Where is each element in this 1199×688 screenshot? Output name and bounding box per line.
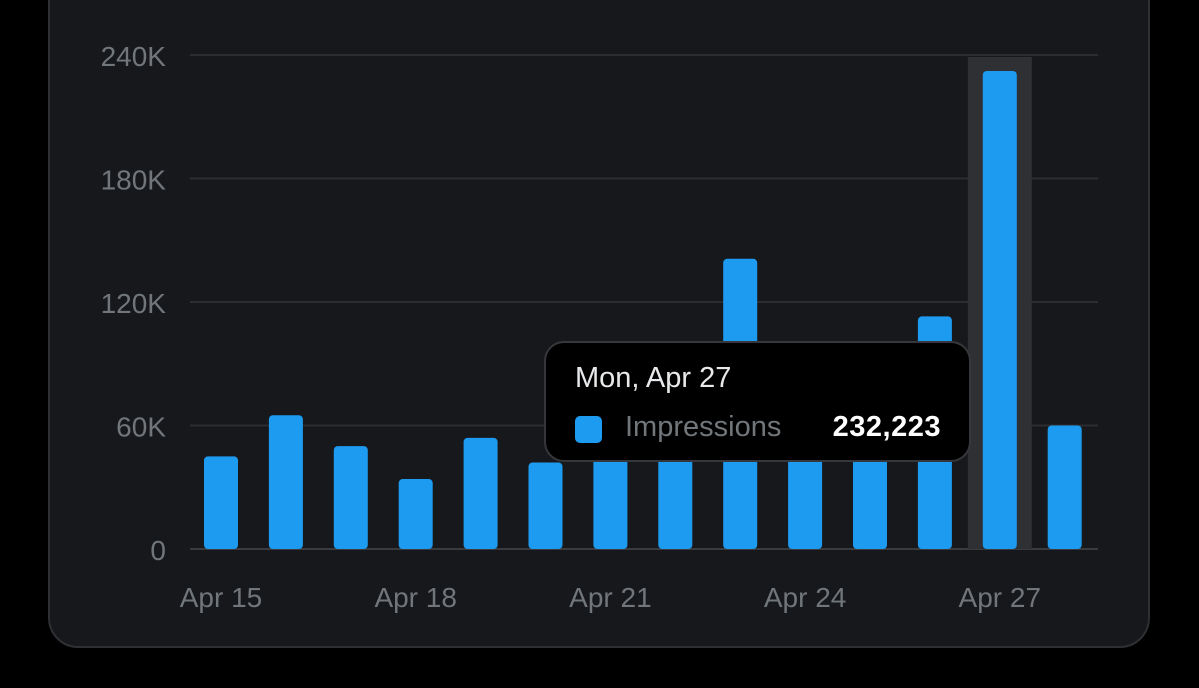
tooltip-date: Mon, Apr 27: [575, 362, 732, 394]
bar[interactable]: [982, 71, 1017, 549]
bar[interactable]: [204, 456, 238, 549]
chart-tooltip: Mon, Apr 27 Impressions 232,223: [544, 341, 971, 462]
x-tick-label: Apr 27: [959, 582, 1042, 613]
bars[interactable]: [204, 71, 1082, 549]
grid-lines: [190, 54, 1098, 550]
bar[interactable]: [398, 479, 433, 549]
bar[interactable]: [463, 437, 498, 549]
bar[interactable]: [333, 446, 368, 549]
bar[interactable]: [528, 462, 563, 549]
tooltip-series-swatch: [575, 416, 602, 443]
bar[interactable]: [658, 450, 693, 549]
bar[interactable]: [593, 458, 628, 549]
y-tick-label: 180K: [101, 165, 167, 196]
x-tick-label: Apr 18: [374, 582, 457, 613]
bar[interactable]: [853, 454, 887, 549]
x-tick-label: Apr 15: [180, 582, 263, 613]
tooltip-series-label: Impressions: [625, 411, 782, 443]
bar[interactable]: [1047, 425, 1082, 550]
y-tick-label: 60K: [116, 412, 166, 443]
bar[interactable]: [268, 415, 303, 549]
tooltip-value: 232,223: [832, 411, 941, 443]
x-tick-label: Apr 24: [764, 582, 847, 613]
bar[interactable]: [788, 458, 823, 549]
y-tick-label: 120K: [101, 288, 167, 319]
y-tick-label: 0: [150, 535, 166, 566]
x-axis-ticks: Apr 15 Apr 18 Apr 21 Apr 24 Apr 27: [180, 582, 1041, 613]
y-tick-label: 240K: [101, 41, 167, 72]
x-tick-label: Apr 21: [569, 582, 652, 613]
y-axis-ticks: 0 60K 120K 180K 240K: [101, 41, 167, 566]
